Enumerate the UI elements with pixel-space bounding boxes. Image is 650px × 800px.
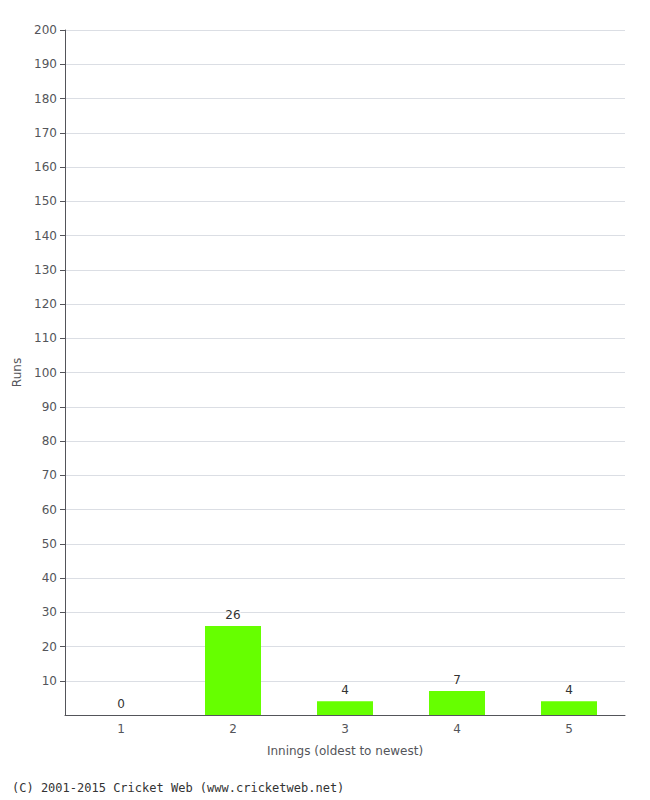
svg-text:130: 130 xyxy=(34,263,57,277)
svg-text:0: 0 xyxy=(117,697,125,711)
svg-text:50: 50 xyxy=(42,537,57,551)
svg-text:170: 170 xyxy=(34,126,57,140)
svg-text:40: 40 xyxy=(42,571,57,585)
svg-text:Runs: Runs xyxy=(10,358,24,387)
svg-text:3: 3 xyxy=(341,722,349,736)
svg-text:190: 190 xyxy=(34,57,57,71)
svg-text:100: 100 xyxy=(34,366,57,380)
svg-text:5: 5 xyxy=(565,722,573,736)
svg-text:140: 140 xyxy=(34,229,57,243)
svg-text:150: 150 xyxy=(34,194,57,208)
svg-text:2: 2 xyxy=(229,722,237,736)
svg-text:(C) 2001-2015 Cricket Web (www: (C) 2001-2015 Cricket Web (www.cricketwe… xyxy=(12,781,344,795)
svg-text:120: 120 xyxy=(34,297,57,311)
svg-text:1: 1 xyxy=(117,722,125,736)
svg-text:180: 180 xyxy=(34,92,57,106)
svg-text:4: 4 xyxy=(565,683,573,697)
svg-text:4: 4 xyxy=(341,683,349,697)
svg-text:4: 4 xyxy=(453,722,461,736)
svg-text:110: 110 xyxy=(34,331,57,345)
svg-text:160: 160 xyxy=(34,160,57,174)
svg-text:10: 10 xyxy=(42,674,57,688)
svg-text:20: 20 xyxy=(42,640,57,654)
svg-text:60: 60 xyxy=(42,503,57,517)
svg-text:7: 7 xyxy=(453,673,461,687)
svg-text:Innings (oldest to newest): Innings (oldest to newest) xyxy=(267,744,423,758)
svg-text:26: 26 xyxy=(225,608,240,622)
svg-text:80: 80 xyxy=(42,434,57,448)
svg-text:200: 200 xyxy=(34,23,57,37)
svg-text:90: 90 xyxy=(42,400,57,414)
svg-text:30: 30 xyxy=(42,605,57,619)
svg-text:70: 70 xyxy=(42,468,57,482)
